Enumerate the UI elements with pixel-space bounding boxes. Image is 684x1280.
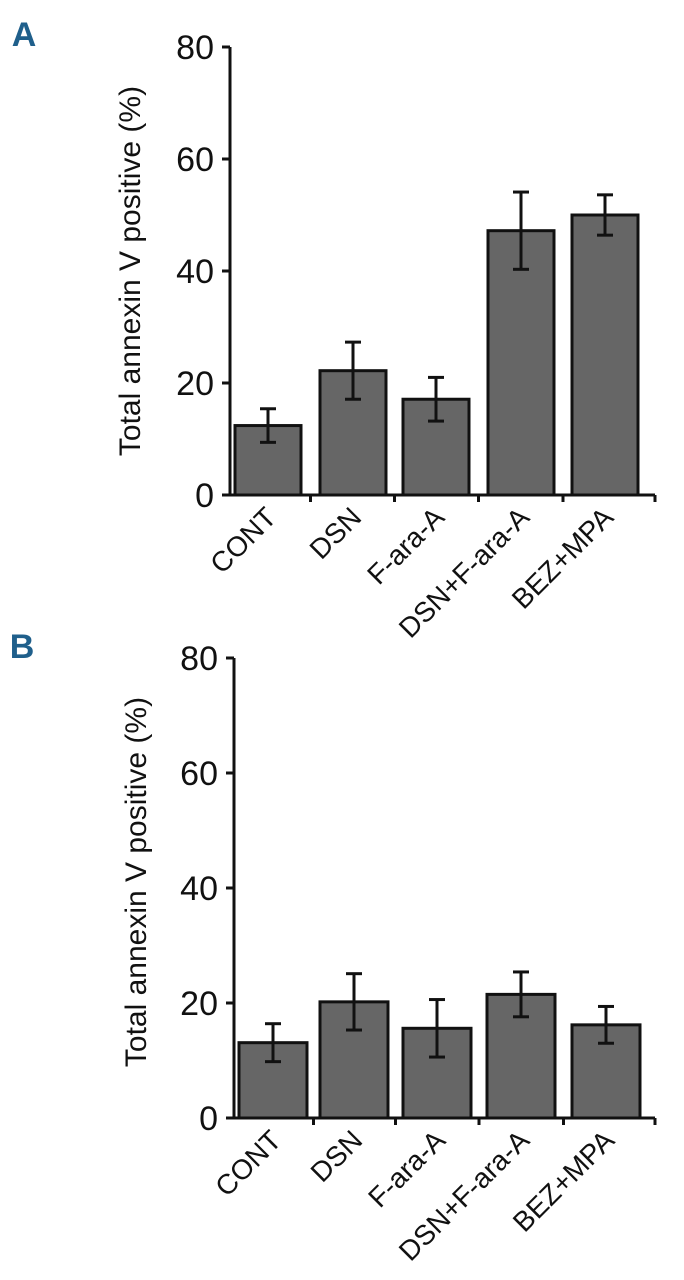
- bar-bez-mpa: [570, 213, 640, 497]
- y-tick-label: 0: [199, 1100, 218, 1138]
- y-tick-label: 60: [180, 755, 218, 793]
- panel-label: A: [12, 16, 37, 54]
- panel-a: A Total annexin V positive (%) 0 20 40 60 80 CO…: [12, 16, 657, 644]
- y-tick-label: 80: [180, 640, 218, 678]
- panel-label: B: [10, 628, 35, 666]
- y-tick-label: 80: [176, 29, 214, 67]
- bar-dsn-f-ara-a: [485, 992, 557, 1120]
- y-tick-label: 20: [180, 985, 218, 1023]
- y-axis-title: Total annexin V positive (%): [120, 697, 153, 1067]
- category-label: DSN: [304, 501, 368, 565]
- panel-b: B Total annexin V positive (%) 0 20 40 60 80 CO…: [10, 628, 657, 1267]
- y-tick-label: 60: [176, 141, 214, 179]
- y-tick-label: 20: [176, 365, 214, 403]
- y-tick-label: 0: [195, 477, 214, 515]
- bar-f-ara-a: [401, 397, 471, 497]
- y-tick-label: 40: [180, 870, 218, 908]
- category-label: CONT: [209, 1124, 287, 1202]
- y-axis-title: Total annexin V positive (%): [114, 86, 147, 456]
- bar-bez-mpa: [570, 1023, 642, 1120]
- y-tick-label: 40: [176, 253, 214, 291]
- category-label: DSN: [305, 1124, 369, 1188]
- category-label: CONT: [204, 501, 282, 579]
